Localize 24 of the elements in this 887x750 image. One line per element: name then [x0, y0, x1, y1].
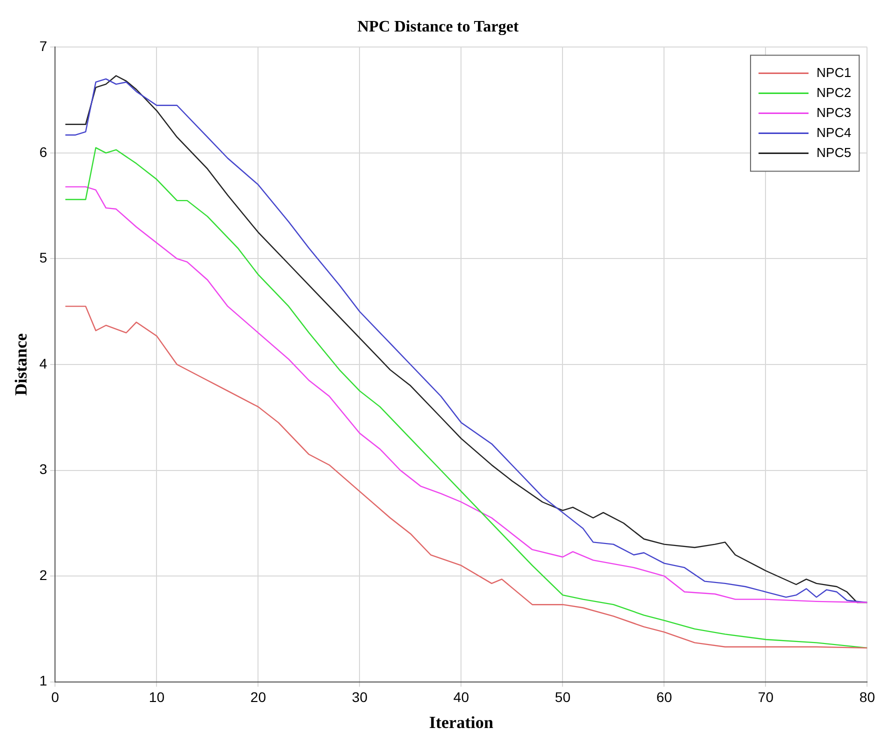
x-tick-label: 80 — [859, 689, 876, 706]
legend-label: NPC4 — [816, 124, 852, 140]
x-tick-label: 30 — [352, 689, 368, 706]
x-axis-title: Iteration — [429, 713, 494, 732]
x-tick-label: 60 — [656, 689, 672, 706]
x-tick-label: 20 — [250, 689, 266, 706]
legend-label: NPC5 — [816, 144, 852, 160]
y-tick-label: 2 — [39, 566, 48, 583]
x-tick-label: 70 — [758, 689, 774, 706]
legend-label: NPC3 — [816, 104, 852, 120]
legend-label: NPC2 — [816, 84, 852, 100]
y-tick-label: 1 — [39, 672, 48, 689]
x-tick-label: 50 — [554, 689, 571, 706]
chart-title: NPC Distance to Target — [357, 18, 520, 36]
y-axis-title: Distance — [12, 332, 31, 396]
y-tick-label: 4 — [39, 355, 48, 372]
y-tick-label: 5 — [39, 250, 48, 266]
x-tick-label: 0 — [51, 689, 60, 706]
y-tick-label: 6 — [39, 144, 48, 160]
x-tick-label: 10 — [148, 689, 165, 706]
y-tick-label: 7 — [39, 38, 48, 54]
x-tick-label: 40 — [453, 689, 470, 706]
y-tick-label: 3 — [39, 461, 48, 478]
legend-label: NPC1 — [816, 64, 852, 80]
